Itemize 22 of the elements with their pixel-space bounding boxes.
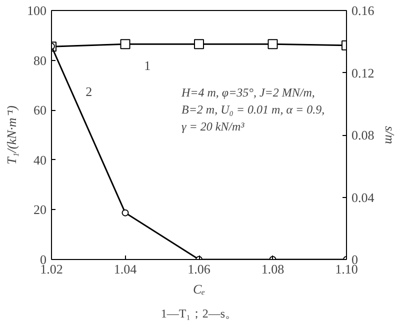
- x-tick-label: 1.06: [188, 262, 211, 276]
- x-axis-title: Cₑ: [192, 282, 206, 296]
- x-tick-label: 1.08: [261, 262, 284, 276]
- x-tick-label: 1.04: [114, 262, 138, 276]
- annotation: γ = 20 kN/m³: [182, 120, 245, 134]
- series-label: 1: [144, 58, 151, 74]
- y2-axis-title: s/m: [382, 126, 398, 144]
- text: 1—T₁；2—s。: [160, 306, 238, 320]
- y2-tick-label: 0.04: [352, 190, 375, 205]
- y-axis-title: T₁/(kN·m⁻¹): [4, 106, 19, 164]
- y-tick-label: 20: [34, 202, 46, 218]
- y2-tick-label: 0.12: [352, 65, 374, 80]
- y-tick-label: 60: [34, 102, 46, 118]
- y-tick-label: 40: [34, 152, 46, 168]
- series-label: 2: [86, 84, 92, 100]
- point: [122, 209, 129, 216]
- y2-tick-label: 0.08: [352, 128, 374, 142]
- annotation: B=2 m, U₀ = 0.01 m, α = 0.9,: [182, 102, 325, 116]
- y2-tick-label: 0.16: [352, 3, 375, 18]
- y-tick-label: 80: [34, 52, 46, 68]
- annotation: H=4 m, φ=35°, J=2 MN/m,: [180, 86, 315, 100]
- y-tick-label: 100: [27, 3, 46, 18]
